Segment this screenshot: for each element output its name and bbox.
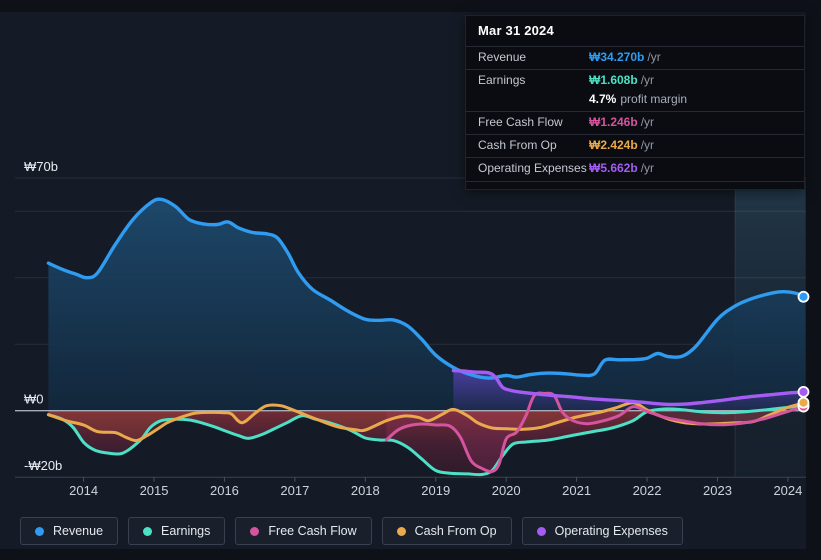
tooltip-row-profit-margin: 4.7% profit margin [466, 90, 804, 109]
y-axis-label-70b: ₩70b [24, 159, 58, 174]
legend-label-cash-from-op: Cash From Op [414, 524, 497, 538]
legend-label-revenue: Revenue [53, 524, 104, 538]
x-axis-label-2018: 2018 [351, 483, 380, 498]
legend-item-cash-from-op[interactable]: Cash From Op [381, 517, 512, 545]
tooltip-suffix-opex: /yr [640, 161, 655, 175]
x-axis-label-2014: 2014 [69, 483, 98, 498]
tooltip-suffix-fcf: /yr [640, 115, 655, 129]
opex-area-fill [453, 370, 806, 411]
tooltip-suffix-earnings: /yr [640, 73, 655, 87]
legend-item-operating-expenses[interactable]: Operating Expenses [521, 517, 683, 545]
tooltip-profit-margin-label: profit margin [620, 92, 688, 106]
x-axis-label-2024: 2024 [773, 483, 802, 498]
tooltip-row-earnings: Earnings ₩1.608b /yr [466, 69, 804, 90]
legend-label-earnings: Earnings [161, 524, 211, 538]
operating-expenses-dot-icon [536, 526, 546, 536]
legend-label-free-cash-flow: Free Cash Flow [268, 524, 357, 538]
legend-item-revenue[interactable]: Revenue [20, 517, 119, 545]
tooltip-row-free-cash-flow: Free Cash Flow ₩1.246b /yr [466, 111, 804, 132]
tooltip-row-cash-from-op: Cash From Op ₩2.424b /yr [466, 134, 804, 155]
x-axis-label-2021: 2021 [562, 483, 591, 498]
tooltip-label-opex: Operating Expenses [478, 161, 587, 175]
opex-line [451, 368, 806, 407]
tooltip-label-earnings: Earnings [478, 73, 526, 87]
tooltip-label-fcf: Free Cash Flow [478, 115, 563, 129]
cash-from-op-dot-icon [396, 526, 406, 536]
cashop-end-marker[interactable] [797, 396, 810, 409]
x-axis-label-2022: 2022 [633, 483, 662, 498]
free-cash-flow-dot-icon [250, 526, 260, 536]
x-axis-label-2016: 2016 [210, 483, 239, 498]
tooltip-label-revenue: Revenue [478, 50, 527, 64]
legend-label-operating-expenses: Operating Expenses [554, 524, 668, 538]
chart-legend: Revenue Earnings Free Cash Flow Cash Fro… [20, 517, 683, 545]
x-axis-label-2017: 2017 [280, 483, 309, 498]
tooltip-label-cashop: Cash From Op [478, 138, 557, 152]
x-axis-label-2019: 2019 [421, 483, 450, 498]
tooltip-date: Mar 31 2024 [478, 23, 554, 38]
tooltip-suffix-cashop: /yr [640, 138, 655, 152]
x-axis-label-2023: 2023 [703, 483, 732, 498]
earnings-line [46, 403, 806, 477]
x-axis-label-2020: 2020 [492, 483, 521, 498]
tooltip-value-fcf: ₩1.246b [589, 115, 638, 129]
revenue-end-marker[interactable] [797, 290, 810, 303]
tooltip-row-revenue: Revenue ₩34.270b /yr [466, 46, 804, 67]
revenue-area-fill [48, 199, 806, 411]
tooltip-value-revenue: ₩34.270b [589, 50, 645, 64]
tooltip-value-cashop: ₩2.424b [589, 138, 638, 152]
tooltip-profit-margin-value: 4.7% [589, 92, 617, 106]
earnings-dot-icon [143, 526, 153, 536]
x-axis-label-2015: 2015 [140, 483, 169, 498]
tooltip-row-operating-expenses: Operating Expenses ₩5.662b /yr [466, 157, 804, 182]
tooltip-value-opex: ₩5.662b [589, 161, 638, 175]
fcf-line [384, 391, 806, 474]
tooltip-suffix-revenue: /yr [647, 50, 661, 64]
opex-end-marker[interactable] [797, 385, 810, 398]
tooltip-value-earnings: ₩1.608b [589, 73, 638, 87]
chart-tooltip: Mar 31 2024 Revenue ₩34.270b /yr Earning… [465, 15, 805, 190]
revenue-dot-icon [35, 526, 44, 536]
legend-item-earnings[interactable]: Earnings [128, 517, 226, 545]
revenue-line [46, 197, 806, 380]
legend-item-free-cash-flow[interactable]: Free Cash Flow [235, 517, 372, 545]
y-axis-label--20b: -₩20b [24, 458, 62, 473]
y-axis-label-0b: ₩0 [24, 392, 44, 407]
